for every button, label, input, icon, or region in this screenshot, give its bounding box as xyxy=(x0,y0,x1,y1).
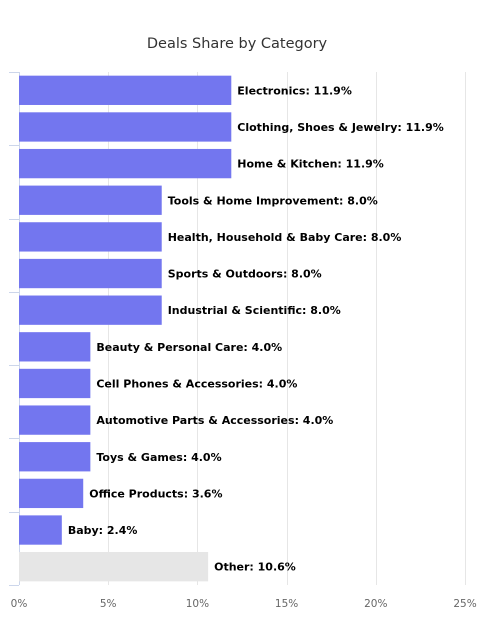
bar-toys-games[interactable] xyxy=(19,442,91,472)
bar-beauty-personal-care[interactable] xyxy=(19,332,91,362)
data-label: Clothing, Shoes & Jewelry: 11.9% xyxy=(237,121,443,134)
bar-office-products[interactable] xyxy=(19,478,84,509)
bar-home-kitchen[interactable] xyxy=(19,148,232,179)
data-label: Home & Kitchen: 11.9% xyxy=(237,158,384,171)
data-label: Sports & Outdoors: 8.0% xyxy=(168,268,322,281)
x-tick-label: 20% xyxy=(364,598,387,610)
data-label: Tools & Home Improvement: 8.0% xyxy=(168,194,378,207)
bar-electronics[interactable] xyxy=(19,75,232,105)
data-label: Other: 10.6% xyxy=(214,561,296,574)
x-tick-label: 15% xyxy=(275,598,298,610)
data-label: Industrial & Scientific: 8.0% xyxy=(168,304,341,317)
data-label: Office Products: 3.6% xyxy=(89,487,222,500)
data-label: Beauty & Personal Care: 4.0% xyxy=(96,341,282,354)
bar-other[interactable] xyxy=(19,552,209,582)
data-label: Electronics: 11.9% xyxy=(237,84,352,97)
bars xyxy=(19,75,232,582)
x-tick-label: 0% xyxy=(11,598,28,610)
bar-health-household-baby-care[interactable] xyxy=(19,222,162,252)
x-axis-ticks: 0% 5% 10% 15% 20% 25% xyxy=(11,598,477,610)
data-label: Toys & Games: 4.0% xyxy=(96,451,221,464)
data-label: Health, Household & Baby Care: 8.0% xyxy=(168,231,402,244)
bar-industrial-scientific[interactable] xyxy=(19,295,162,325)
bar-sports-outdoors[interactable] xyxy=(19,258,162,289)
chart-title: Deals Share by Category xyxy=(147,36,328,52)
bar-clothing-shoes-jewelry[interactable] xyxy=(19,112,232,142)
bar-baby[interactable] xyxy=(19,515,62,545)
data-label: Cell Phones & Accessories: 4.0% xyxy=(96,377,297,390)
data-label: Baby: 2.4% xyxy=(68,524,138,537)
data-label: Automotive Parts & Accessories: 4.0% xyxy=(96,414,333,427)
x-tick-label: 25% xyxy=(453,598,476,610)
x-tick-label: 5% xyxy=(100,598,117,610)
x-tick-label: 10% xyxy=(186,598,209,610)
y-axis xyxy=(9,72,20,586)
data-labels: Electronics: 11.9% Clothing, Shoes & Jewe… xyxy=(68,84,444,573)
bar-automotive-parts-accessories[interactable] xyxy=(19,405,91,435)
bar-cell-phones-accessories[interactable] xyxy=(19,368,91,399)
bar-tools-home-improvement[interactable] xyxy=(19,185,162,215)
